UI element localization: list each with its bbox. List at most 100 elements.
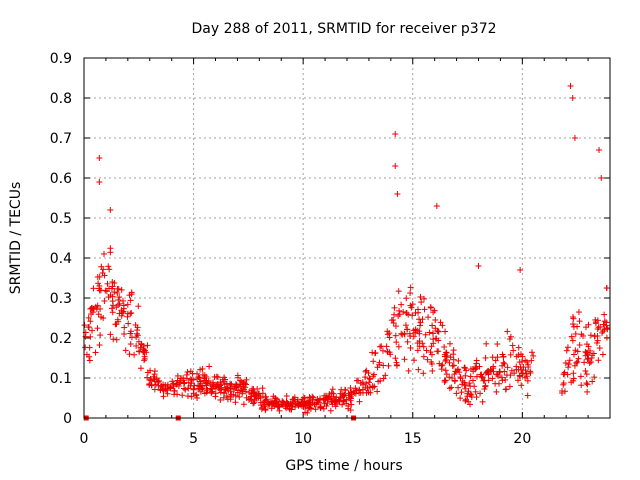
data-point: [203, 373, 210, 380]
data-point: [465, 388, 472, 395]
data-point: [133, 342, 140, 349]
data-point: [489, 354, 496, 361]
data-point: [181, 385, 188, 392]
data-point: [513, 353, 520, 360]
data-point: [597, 323, 604, 330]
data-point: [414, 347, 421, 354]
data-point: [262, 397, 269, 404]
data-point: [489, 375, 496, 382]
data-point: [144, 342, 151, 349]
data-point: [356, 389, 363, 396]
data-point: [412, 329, 419, 336]
data-point: [304, 409, 311, 416]
data-point: [443, 371, 450, 378]
data-point: [452, 377, 459, 384]
data-point: [570, 377, 577, 384]
data-point: [151, 371, 158, 378]
x-tick-label: 10: [294, 431, 312, 447]
data-point: [424, 356, 431, 363]
data-point: [388, 317, 395, 324]
data-point: [560, 381, 567, 388]
data-point: [116, 294, 123, 301]
data-point: [221, 381, 228, 388]
data-point: [395, 288, 402, 295]
data-point: [524, 377, 531, 384]
data-point: [455, 384, 462, 391]
data-point: [320, 405, 327, 412]
data-point: [331, 399, 338, 406]
data-point: [371, 383, 378, 390]
data-point: [485, 377, 492, 384]
data-point: [201, 377, 208, 384]
data-point: [180, 377, 187, 384]
data-point: [411, 357, 418, 364]
data-point: [392, 332, 399, 339]
data-point: [575, 355, 582, 362]
data-point: [82, 344, 89, 351]
data-point: [131, 351, 138, 358]
data-point: [570, 323, 577, 330]
data-point: [125, 320, 132, 327]
x-tick-label: 5: [189, 431, 198, 447]
data-point: [480, 377, 487, 384]
data-point: [567, 83, 574, 89]
data-point: [115, 318, 122, 325]
data-point: [569, 321, 576, 328]
data-point: [103, 288, 110, 295]
data-point: [498, 374, 505, 381]
data-point: [458, 389, 465, 396]
data-point: [109, 298, 116, 305]
data-point: [300, 403, 307, 410]
data-point: [193, 392, 200, 399]
data-point: [134, 332, 141, 339]
data-point: [183, 371, 190, 378]
data-point: [355, 377, 362, 384]
data-point: [459, 381, 466, 388]
data-point: [393, 339, 400, 346]
data-point: [203, 382, 210, 389]
data-point: [477, 390, 484, 397]
data-point: [431, 307, 438, 314]
data-point: [115, 302, 122, 309]
ticks: 0 0.1 0.2 0.3 0.4 0.5 0.6 0.7 0.8 0.9 0 5 10 15 20: [50, 51, 611, 447]
data-point: [576, 342, 583, 349]
data-point: [494, 341, 501, 348]
data-point: [311, 401, 318, 408]
data-point: [572, 330, 579, 337]
data-point: [121, 324, 128, 331]
data-point: [398, 301, 405, 308]
data-point: [587, 358, 594, 365]
data-point: [275, 403, 282, 410]
data-point: [507, 351, 514, 358]
data-point: [561, 388, 568, 395]
data-point: [476, 363, 483, 370]
data-point: [391, 304, 398, 311]
data-point: [446, 374, 453, 381]
data-point: [127, 297, 134, 304]
data-point: [267, 398, 274, 405]
data-point: [425, 314, 432, 321]
data-point: [336, 398, 343, 405]
data-point: [393, 359, 400, 366]
data-point: [171, 387, 178, 394]
data-point: [257, 402, 264, 409]
data-point: [96, 155, 103, 161]
data-point: [468, 393, 475, 400]
data-point: [188, 393, 195, 400]
data-point: [197, 380, 204, 387]
data-point: [499, 362, 506, 369]
y-tick-label: 0.7: [50, 131, 72, 147]
data-point: [380, 362, 387, 369]
data-point: [250, 386, 257, 393]
data-point: [524, 392, 531, 399]
data-point: [170, 380, 177, 387]
data-point: [435, 348, 442, 355]
data-point: [595, 357, 602, 364]
data-point: [446, 359, 453, 366]
data-point: [603, 284, 610, 291]
data-point: [370, 373, 377, 380]
data-point: [259, 390, 266, 397]
data-point: [363, 380, 370, 387]
data-point: [519, 370, 526, 377]
data-point: [210, 379, 217, 386]
